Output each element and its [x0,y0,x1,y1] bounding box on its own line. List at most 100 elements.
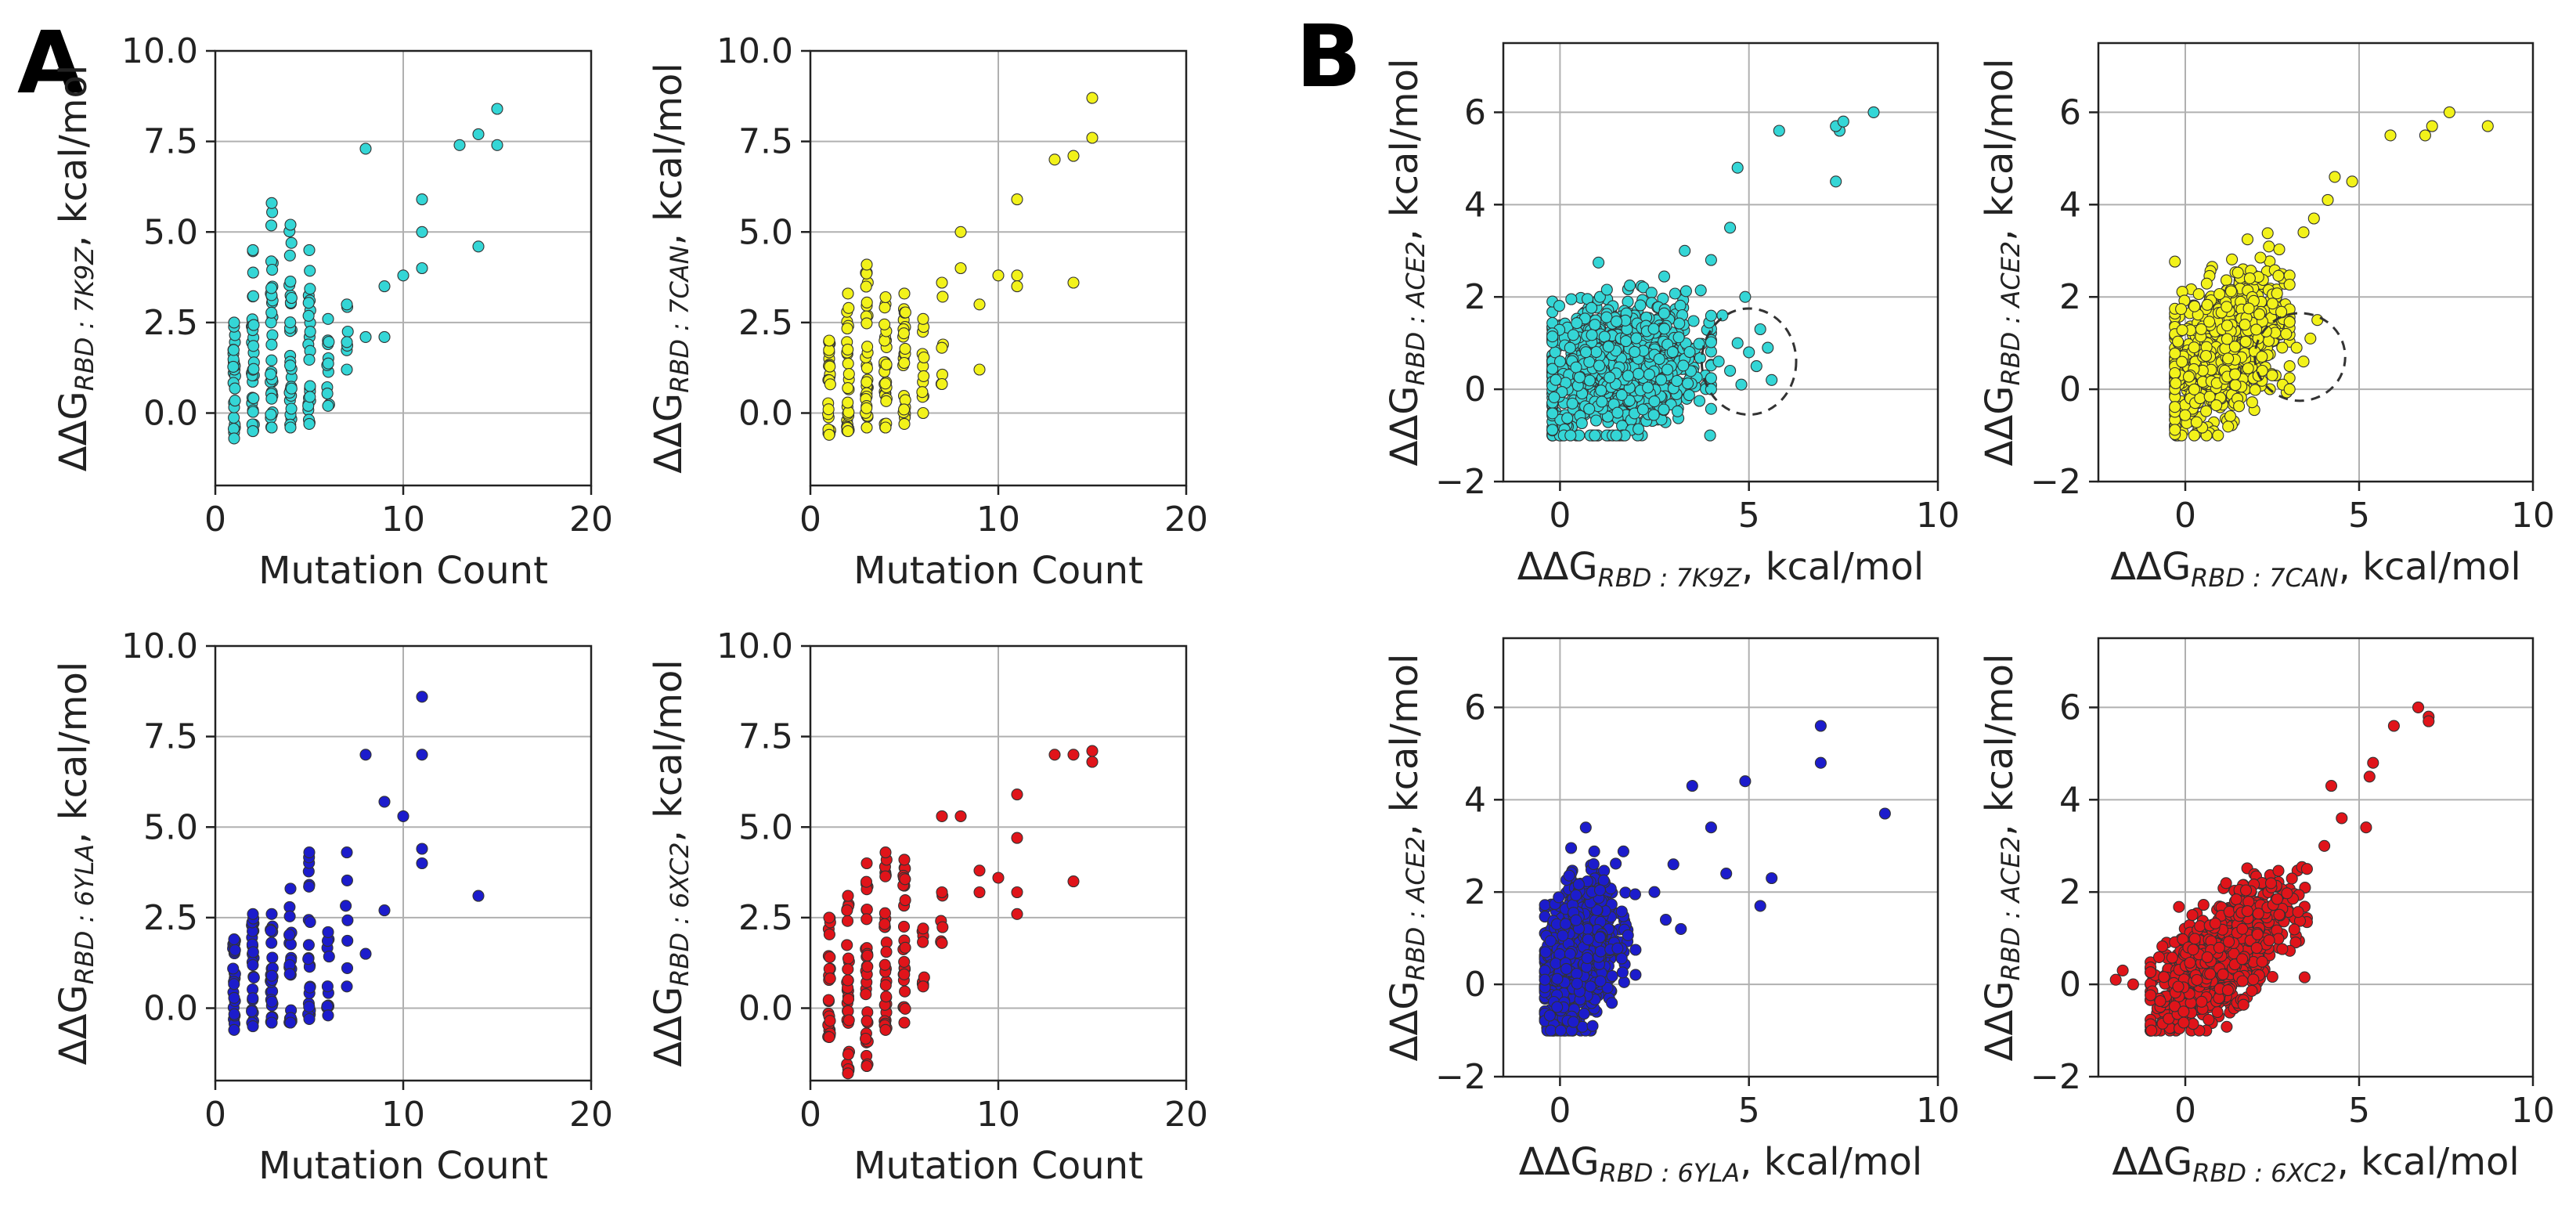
data-point [2241,905,2253,918]
y-axis-label: ΔΔGRBD : 7K9Z, kcal/mol [52,65,99,472]
data-point [247,958,259,972]
data-point [841,322,853,335]
data-point [2217,968,2229,980]
data-point [283,249,296,262]
data-point [860,857,873,870]
data-point [1553,355,1567,368]
x-axis-label-units: , kcal/mol [2337,1140,2520,1184]
data-point [1086,132,1099,144]
data-point [936,921,949,933]
data-point [416,226,428,238]
data-point [2292,906,2304,918]
data-point [1561,412,1574,424]
data-point [1550,957,1562,970]
data-point [2233,400,2246,413]
data-point [1011,832,1023,844]
data-point [227,962,240,975]
data-point [416,262,428,275]
data-point [1086,756,1099,768]
data-point [1672,331,1685,344]
data-point [879,301,891,314]
data-point [898,417,911,430]
data-point [1720,868,1733,880]
data-point [2322,193,2334,206]
data-point [1731,161,1744,174]
data-point [1564,429,1577,442]
data-point [321,980,334,993]
y-axis-label-units: , kcal/mol [1383,59,1427,241]
data-point [1067,150,1080,162]
y-tick-label: 4 [2059,780,2081,820]
data-point [823,428,835,441]
x-tick-label: 5 [1738,496,1760,536]
data-point [285,236,298,249]
data-point [860,258,873,271]
data-point [842,357,854,370]
data-point [2236,922,2249,935]
data-point [2236,975,2249,987]
data-point [860,875,873,888]
data-point [2271,287,2283,300]
data-point [1597,874,1610,886]
y-axis-label-main: ΔΔG [1978,385,2022,466]
data-point [824,378,836,391]
data-point [1620,335,1633,348]
data-point [2176,324,2188,337]
data-point [1563,869,1575,882]
data-point [322,357,334,370]
data-point [2197,899,2210,911]
data-point [1588,845,1600,857]
data-point [1602,341,1615,353]
data-point [2223,936,2235,948]
y-tick-label: 7.5 [738,122,793,162]
data-point [936,341,948,354]
points-a2 [822,92,1099,441]
data-point [2224,410,2237,423]
data-point [2288,923,2300,936]
data-point [824,360,836,373]
data-point [823,911,835,924]
data-point [841,915,854,927]
data-point [228,1023,240,1036]
data-point [1586,329,1598,341]
data-point [1735,378,1748,391]
data-point [861,341,874,353]
data-point [917,936,929,948]
data-point [472,240,485,253]
data-point [2280,327,2293,340]
data-point [303,1012,316,1025]
data-point [247,908,259,920]
x-tick-label: 20 [569,1095,613,1135]
data-point [2200,405,2213,417]
data-point [1622,929,1634,941]
data-point [2158,971,2170,983]
data-point [1629,345,1641,358]
data-point [265,392,278,405]
data-point [304,981,316,994]
data-point [341,363,353,376]
y-tick-label: 4 [1464,185,1486,225]
data-point [2329,171,2341,183]
data-point [1739,775,1752,788]
data-point [303,1001,316,1013]
data-point [2271,893,2283,905]
data-point [2481,120,2494,132]
x-axis-label-units: , kcal/mol [2339,545,2521,589]
data-point [1704,429,1716,442]
data-point [2221,984,2234,997]
data-point [304,380,316,392]
data-point [880,358,893,371]
data-point [1739,291,1752,303]
data-point [841,939,853,951]
data-point [2169,424,2181,436]
data-point [1655,374,1668,386]
y-tick-label: 2.5 [738,303,793,343]
data-point [899,941,911,954]
data-point [1731,337,1744,349]
x-tick-label: 10 [1916,496,1960,536]
data-point [936,886,948,899]
data-point [2419,129,2431,142]
data-point [860,1032,872,1045]
data-point [1671,405,1684,417]
